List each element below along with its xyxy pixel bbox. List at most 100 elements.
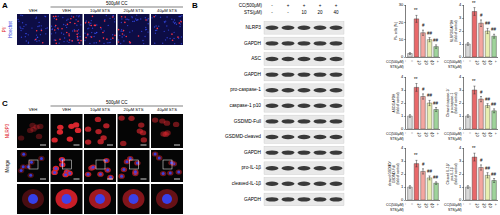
svg-text:1: 1 [459,41,462,46]
svg-text:##: ## [491,172,497,177]
svg-text:+-: +- [469,203,479,206]
svg-text:+20: +20 [424,60,434,65]
svg-text:GAPDH: GAPDH [244,41,262,46]
svg-text:0: 0 [401,54,404,59]
svg-text:**: ** [414,8,418,13]
svg-text:-: - [271,10,273,15]
svg-text:500μM CC: 500μM CC [106,1,128,6]
svg-text:NLRP3: NLRP3 [246,25,262,30]
svg-text:40μM STS: 40μM STS [157,107,177,112]
svg-text:ASC: ASC [251,56,261,61]
svg-text:+-: +- [469,132,479,135]
svg-text:10μM STS: 10μM STS [90,107,110,112]
svg-text:+40: +40 [430,132,440,137]
svg-text:30: 30 [399,2,404,7]
svg-text:STS(μM): STS(μM) [390,137,404,141]
svg-text:20: 20 [317,10,323,15]
svg-text:3: 3 [459,15,462,20]
svg-text:+20: +20 [424,132,434,137]
svg-text:C: C [2,99,8,108]
svg-text:10μM STS: 10μM STS [90,8,110,13]
svg-text:0: 0 [459,54,462,59]
svg-text:##: ## [427,169,433,174]
svg-text:+40: +40 [430,203,440,208]
svg-text:20: 20 [399,20,404,25]
svg-text:STS(μM): STS(μM) [448,65,462,69]
svg-text:+40: +40 [430,60,440,65]
svg-text:+: + [303,3,306,8]
svg-text:+10: +10 [475,60,485,65]
svg-text:+: + [335,3,338,8]
svg-text:GSDMD-cleaved: GSDMD-cleaved [225,134,261,139]
svg-text:-: - [271,3,273,8]
svg-text:STS(μM): STS(μM) [448,137,462,141]
svg-text:CC(500μM): CC(500μM) [444,203,462,207]
svg-text:1: 1 [459,184,462,189]
svg-text:STS(μM): STS(μM) [390,208,404,212]
svg-text:STS(μM): STS(μM) [244,10,263,15]
svg-text:STS(μM): STS(μM) [390,65,404,69]
svg-text:##: ## [491,102,497,107]
svg-text:**: ** [472,1,476,6]
svg-text:Merge: Merge [5,159,10,172]
svg-text:##: ## [491,27,497,32]
svg-text:1: 1 [401,113,404,118]
svg-text:-: - [287,10,289,15]
svg-text:A: A [2,1,8,10]
svg-text:4: 4 [459,145,462,150]
svg-text:**: ** [472,79,476,84]
svg-text:#: # [422,23,425,28]
svg-text:##: ## [485,21,491,26]
svg-text:Cleaved caspase-1/pro-caspase-: Cleaved caspase-1/pro-caspase-1(fold of … [446,88,458,116]
svg-text:2: 2 [401,100,404,105]
svg-text:0: 0 [459,197,462,202]
svg-text:2: 2 [459,28,462,33]
svg-text:0: 0 [459,126,462,131]
svg-text:B: B [192,1,198,10]
svg-text:VEH: VEH [29,8,38,13]
svg-text:##: ## [427,31,433,36]
svg-text:--: -- [462,132,472,134]
svg-text:3: 3 [459,87,462,92]
svg-text:+20: +20 [424,203,434,208]
svg-text:CC(500μM): CC(500μM) [444,132,462,136]
svg-text:--: -- [404,60,414,62]
svg-text:4: 4 [459,74,462,79]
svg-text:40: 40 [333,10,339,15]
svg-text:##: ## [485,166,491,171]
svg-text:+-: +- [469,60,479,63]
svg-text:+40: +40 [488,203,498,208]
svg-text:Hoechst: Hoechst [8,21,13,38]
svg-text:--: -- [404,203,414,205]
svg-text:#: # [480,13,483,18]
svg-text:4: 4 [401,145,404,150]
svg-text:CC(500μM): CC(500μM) [444,60,462,64]
svg-text:+: + [287,3,290,8]
svg-text:1: 1 [459,113,462,118]
svg-text:##: ## [485,97,491,102]
svg-text:CC(500μM): CC(500μM) [239,3,263,8]
svg-text:3: 3 [401,87,404,92]
svg-text:40μM STS: 40μM STS [157,8,177,13]
svg-text:GAPDH: GAPDH [244,72,262,77]
svg-text:STS(μM): STS(μM) [448,208,462,212]
svg-text:+10: +10 [417,203,427,208]
svg-text:+10: +10 [417,132,427,137]
svg-text:GSDMD-Full: GSDMD-Full [234,119,261,124]
svg-text:##: ## [427,93,433,98]
svg-text:--: -- [404,132,414,134]
svg-text:#: # [480,158,483,163]
svg-text:--: -- [462,60,472,62]
svg-text:3: 3 [401,158,404,163]
svg-text:##: ## [433,175,439,180]
svg-text:+-: +- [411,132,421,135]
svg-text:PI/: PI/ [2,26,7,32]
svg-text:pro-caspase-1: pro-caspase-1 [230,87,261,92]
svg-text:**: ** [414,153,418,158]
svg-text:VEH: VEH [29,107,38,112]
svg-text:#: # [480,90,483,95]
svg-text:2: 2 [401,171,404,176]
svg-text:NLRP3: NLRP3 [5,123,10,138]
svg-text:0: 0 [401,126,404,131]
svg-text:**: ** [414,77,418,82]
